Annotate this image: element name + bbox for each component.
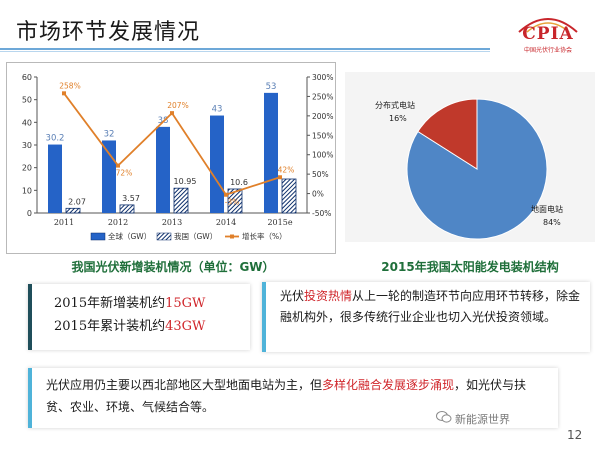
investment-note-pre: 光伏 [280,289,305,303]
investment-note-post: 从上一轮的制造环节向应用环节转移，除金融机构外，很多传统行业企业也切入光伏投资领… [280,289,581,324]
cumulative-capacity-value: 43GW [165,319,206,334]
left-tick-label: 30 [22,141,32,150]
structure-pie-chart: 地面电站 84% 分布式电站 16% [345,72,595,242]
right-tick-label: 300% [312,73,333,82]
title-divider-thin [0,51,490,52]
china-bar-label: 2.07 [68,197,86,206]
growth-label: 42% [278,165,295,174]
global-bar-label: 30.2 [46,134,65,144]
right-tick-label: 200% [312,112,333,121]
right-tick-label: 0% [312,190,324,199]
logo-text: CPIA [522,24,574,44]
new-capacity-value: 15GW [165,296,206,311]
installation-bar-chart: 0 10 20 30 40 50 60 -50% 0% 50% 100% 150% 200% 250% 30… [6,62,336,254]
china-bar [227,188,243,214]
watermark-text: 新能源世界 [455,413,510,426]
bar-chart-svg: 0 10 20 30 40 50 60 -50% 0% 50% 100% 150% 200% 250% 30… [22,73,334,241]
global-bar [48,144,62,213]
global-bar [156,126,170,213]
right-tick-label: -50% [312,209,331,218]
investment-note-highlight: 投资热情 [304,289,353,303]
legend-label: 我国（GW） [174,231,217,241]
slide-title: 市场环节发展情况 [16,20,201,45]
cpia-logo: CPIA 中国光伏行业协会 [505,8,591,58]
investment-note-box: 光伏投资热情从上一轮的制造环节向应用环节转移，除金融机构外，很多传统行业企业也切… [262,282,590,352]
right-tick-label: 50% [312,170,329,179]
right-tick-label: 250% [312,92,333,101]
growth-point [116,163,120,168]
application-note-text: 光伏应用仍主要以西北部地区大型地面电站为主，但多样化融合发展逐步涌现，如光伏与扶… [46,374,550,418]
pie-label-value: 16% [389,114,407,123]
left-tick-label: 60 [22,73,32,82]
left-tick-label: 0 [27,209,32,218]
pie-label-value: 84% [543,218,561,227]
global-bar [102,140,116,213]
china-bar-label: 10.6 [230,178,248,187]
right-tick-label: 150% [312,131,333,140]
application-note-post: ，如光伏与扶贫、农业、环境、气候结合等。 [46,378,527,414]
left-tick-label: 10 [22,186,32,195]
global-bar [264,92,278,213]
pie-label-name: 地面电站 [531,204,563,214]
growth-point [278,175,282,180]
legend-marker [230,234,234,239]
growth-label: -3% [225,198,240,207]
category-label: 2015e [267,218,292,227]
china-bar-label: 3.57 [122,194,140,203]
global-bar-label: 32 [104,129,115,139]
investment-note-text: 光伏投资热情从上一轮的制造环节向应用环节转移，除金融机构外，很多传统行业企业也切… [280,286,582,328]
growth-point [170,111,174,116]
china-bar [173,187,189,214]
growth-point [62,91,66,96]
growth-label: 258% [59,81,80,90]
application-note-pre: 光伏应用仍主要以西北部地区大型地面电站为主，但 [46,378,323,392]
legend-label: 增长率（%） [242,231,287,241]
pie-chart-caption: 2015年我国太阳能发电装机结构 [381,260,559,274]
category-label: 2012 [108,218,128,227]
right-tick-label: 100% [312,151,333,160]
pie-label-name: 分布式电站 [375,100,415,110]
category-label: 2011 [54,218,74,227]
category-label: 2014 [216,218,236,227]
logo-subtitle: 中国光伏行业协会 [523,47,572,54]
growth-label: 207% [167,101,188,110]
category-label: 2013 [162,218,182,227]
global-bar-label: 43 [212,105,223,115]
china-bar-label: 10.95 [174,177,197,186]
cumulative-capacity-line: 2015年累计装机约43GW [54,315,250,338]
growth-point [224,192,228,197]
cumulative-capacity-label: 2015年累计装机约 [54,319,166,334]
left-tick-label: 50 [22,96,32,105]
pie-slice [417,98,478,170]
left-tick-label: 40 [22,118,32,127]
capacity-summary-box: 2015年新增装机约15GW 2015年累计装机约43GW [28,284,250,350]
china-bar [119,204,135,214]
pie-chart-svg: 地面电站 84% 分布式电站 16% [375,98,563,240]
application-note-highlight: 多样化融合发展逐步涌现 [322,378,455,392]
left-tick-label: 20 [22,164,32,173]
growth-label: 72% [116,169,133,178]
new-capacity-label: 2015年新增装机约 [54,296,166,311]
title-divider [0,48,490,50]
application-note-box: 光伏应用仍主要以西北部地区大型地面电站为主，但多样化融合发展逐步涌现，如光伏与扶… [28,368,558,428]
china-bar [65,207,81,214]
page-number: 12 [567,428,583,442]
global-bar [210,115,224,213]
legend-swatch [156,232,172,241]
new-capacity-line: 2015年新增装机约15GW [54,292,250,315]
legend-swatch [90,232,106,241]
legend-label: 全球（GW） [108,231,151,241]
china-bar [281,178,297,214]
wechat-icon [436,411,452,423]
logo-arc-icon [518,18,578,33]
global-bar-label: 53 [266,82,277,92]
bar-chart-caption: 我国光伏新增装机情况（单位：GW） [71,260,275,274]
